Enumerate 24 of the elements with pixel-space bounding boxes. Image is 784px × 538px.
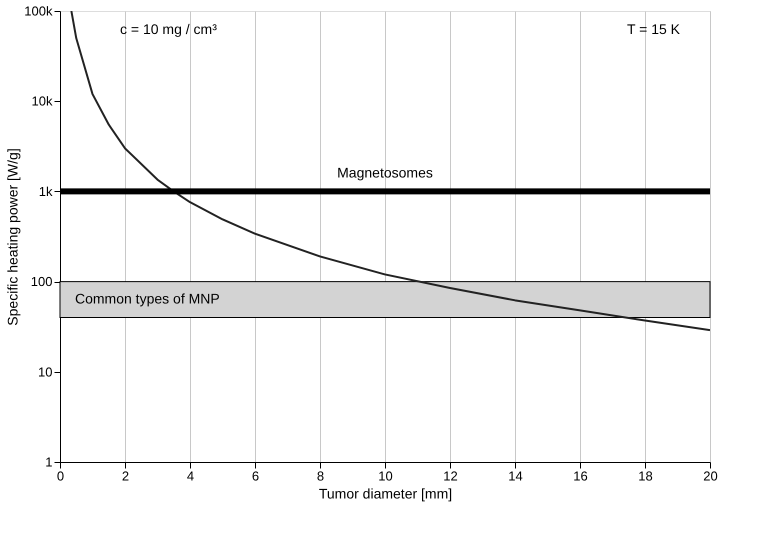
x-tick-label: 2 (122, 468, 130, 484)
y-tick-label: 100k (24, 4, 53, 18)
x-tick-label: 6 (252, 468, 260, 484)
band-label: Common types of MNP (75, 290, 220, 307)
y-axis-title: Specific heating power [W/g] (4, 148, 20, 326)
x-tick-label: 4 (186, 468, 194, 484)
y-tick-label: 10k (32, 94, 53, 109)
x-axis-title: Tumor diameter [mm] (318, 486, 452, 502)
x-tick-label: 8 (316, 468, 324, 484)
x-tick-label: 0 (56, 468, 64, 484)
x-tick-label: 18 (638, 468, 653, 484)
annotation: T = 15 K (626, 21, 681, 37)
ref-line-label: Magnetosomes (337, 164, 433, 180)
x-tick-label: 20 (703, 468, 718, 484)
y-tick-label: 10 (38, 364, 52, 380)
line-series (70, 11, 710, 332)
y-tick-label: 100 (30, 274, 52, 290)
y-tick-label: 1 (45, 454, 52, 470)
x-tick-label: 16 (573, 468, 588, 484)
x-tick-label: 12 (443, 468, 458, 484)
x-tick-label: 10 (378, 468, 393, 484)
annotation: c = 10 mg / cm³ (120, 21, 218, 37)
x-tick-label: 14 (508, 468, 523, 484)
y-tick-label: 1k (38, 184, 53, 199)
